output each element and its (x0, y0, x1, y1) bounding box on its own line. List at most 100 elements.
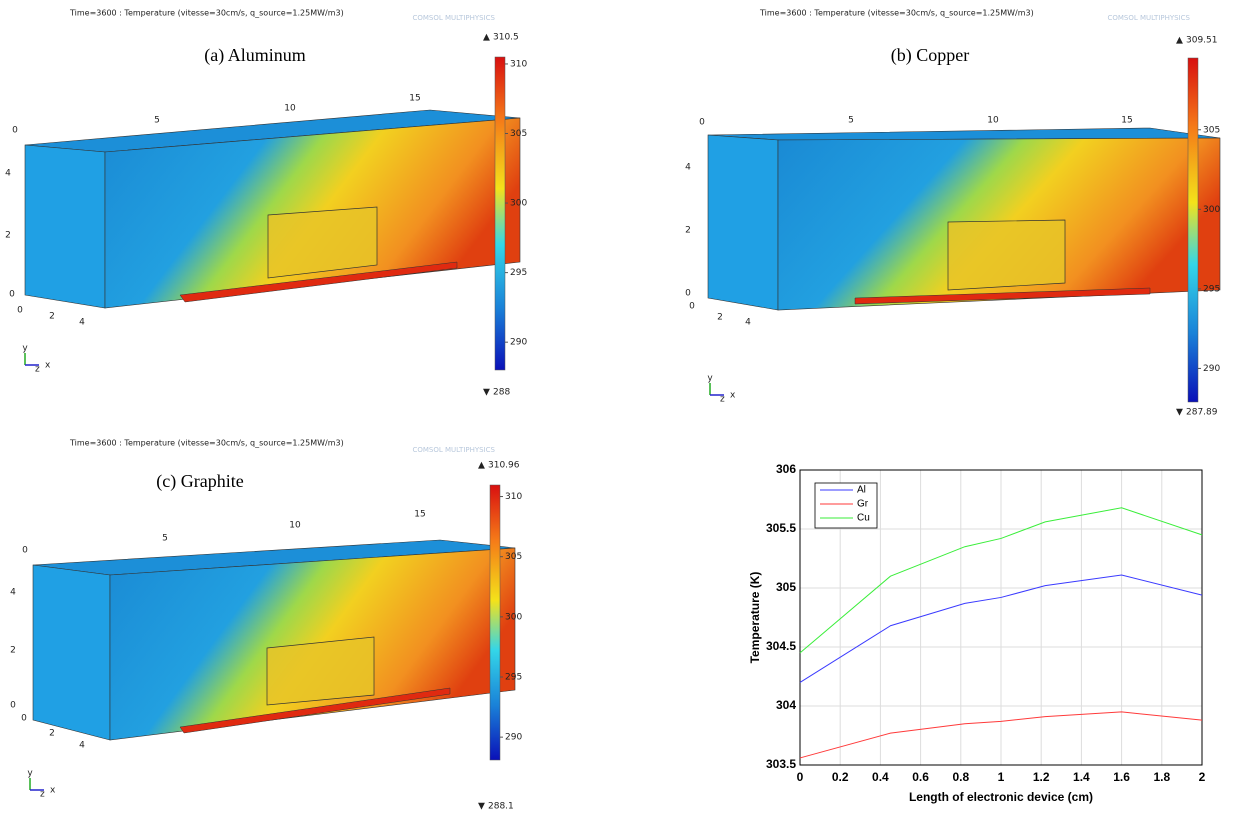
colorbar-tick-label: 310 (505, 492, 522, 502)
triad-label: y (22, 344, 28, 354)
x-axis-label: 10 (987, 116, 999, 126)
box-left (707, 134, 779, 311)
box-left (24, 144, 106, 309)
device (267, 206, 378, 279)
triad-label: z (720, 395, 725, 405)
z-axis-label: 2 (717, 313, 723, 323)
x-axis-label: 0 (22, 546, 28, 556)
colorbar-tick-label: 310 (510, 59, 527, 69)
panel-header: Time=3600 : Temperature (vitesse=30cm/s,… (69, 439, 344, 448)
y-tick-label: 303.5 (766, 757, 796, 771)
z-axis-label: 4 (745, 318, 751, 328)
z-axis-label: 4 (79, 318, 85, 328)
triad-label: z (40, 790, 45, 800)
colorbar-arrow: ▼ (483, 388, 490, 398)
colorbar-tick-label: 295 (510, 268, 527, 278)
colorbar-tick-label: 290 (505, 733, 522, 743)
series-line (799, 507, 1203, 654)
triad-label: y (27, 769, 33, 779)
series-line (799, 574, 1203, 683)
x-axis-label: 10 (289, 521, 301, 531)
y-axis-title: Temperature (K) (748, 572, 762, 664)
colorbar-arrow: ▲ (478, 461, 485, 471)
panel-header: Time=3600 : Temperature (vitesse=30cm/s,… (759, 9, 1034, 18)
z-axis-label: 0 (17, 306, 23, 316)
colorbar-tick-label: 295 (505, 672, 522, 682)
colorbar-arrow: ▲ (483, 33, 490, 43)
x-axis-label: 5 (162, 534, 168, 544)
z-axis-label: 0 (689, 302, 695, 312)
plot-frame (799, 469, 1203, 766)
z-axis-label: 2 (49, 312, 55, 322)
panel-header: Time=3600 : Temperature (vitesse=30cm/s,… (69, 9, 344, 18)
panel-caption: (b) Copper (891, 45, 969, 66)
x-tick-label: 0.4 (872, 770, 889, 784)
triad-label: x (50, 786, 56, 796)
y-axis-label: 0 (9, 290, 15, 300)
heat-strip (179, 261, 458, 303)
line-chart: 0 0.2 0.4 0.6 0.8 1 1.2 1.4 1.6 1.8 2 303.5 304 304.5… (748, 462, 1205, 804)
y-axis-label: 2 (685, 226, 691, 236)
logo: COMSOL MULTIPHYSICS (412, 446, 495, 454)
x-axis-label: 0 (699, 118, 705, 128)
panel-caption: (c) Graphite (156, 471, 243, 492)
y-axis-label: 4 (685, 163, 691, 173)
triad-label: y (707, 374, 713, 384)
colorbar-arrow: ▼ (478, 802, 485, 812)
colorbar-tick-label: 290 (510, 338, 527, 348)
x-tick-label: 2 (1199, 770, 1206, 784)
x-axis-label: 5 (848, 116, 854, 126)
colorbar (1187, 57, 1199, 403)
y-tick-label: 305 (776, 580, 796, 594)
colorbar-min: 288.1 (488, 802, 514, 812)
colorbar-tick-label: 300 (1203, 205, 1220, 215)
legend-label: Al (857, 485, 866, 496)
x-tick-label: 1 (998, 770, 1005, 784)
y-tick-label: 305.5 (766, 521, 796, 535)
y-axis-label: 4 (5, 169, 11, 179)
heat-strip (179, 687, 451, 734)
logo: COMSOL MULTIPHYSICS (1107, 14, 1190, 22)
y-axis-label: 2 (10, 646, 16, 656)
colorbar (494, 56, 506, 371)
y-axis-label: 2 (5, 231, 11, 241)
triad-label: z (35, 365, 40, 375)
x-axis-label: 15 (409, 94, 420, 104)
colorbar (489, 484, 501, 761)
y-tick-label: 304.5 (766, 639, 796, 653)
logo: COMSOL MULTIPHYSICS (412, 14, 495, 22)
device (947, 219, 1066, 291)
legend-label: Gr (857, 499, 869, 510)
triad-label: x (730, 391, 736, 401)
y-tick-label: 304 (776, 698, 796, 712)
colorbar-arrow: ▼ (1176, 408, 1183, 418)
x-tick-label: 1.8 (1153, 770, 1170, 784)
colorbar-tick-label: 300 (510, 199, 527, 209)
colorbar-arrow: ▲ (1176, 36, 1183, 46)
series-line (799, 711, 1203, 759)
colorbar-max: 309.51 (1186, 36, 1218, 46)
x-tick-label: 1.4 (1073, 770, 1090, 784)
colorbar-max: 310.96 (488, 461, 520, 471)
device (266, 636, 375, 706)
x-axis-label: 0 (12, 126, 18, 136)
colorbar-max: 310.5 (493, 33, 519, 43)
colorbar-tick-label: 305 (505, 552, 522, 562)
x-axis-label: 5 (154, 116, 160, 126)
y-axis-label: 0 (685, 289, 691, 299)
x-tick-label: 1.2 (1033, 770, 1050, 784)
comsol-panel: Time=3600 : Temperature (vitesse=30cm/s,… (685, 9, 1220, 418)
z-axis-label: 0 (21, 714, 27, 724)
x-tick-label: 0.2 (832, 770, 849, 784)
legend-label: Cu (857, 513, 870, 524)
colorbar-tick-label: 295 (1203, 284, 1220, 294)
comsol-panel: Time=3600 : Temperature (vitesse=30cm/s,… (5, 9, 527, 398)
x-tick-label: 0 (797, 770, 804, 784)
panel-caption: (a) Aluminum (204, 45, 306, 66)
y-tick-label: 306 (776, 462, 796, 476)
x-tick-label: 0.6 (912, 770, 929, 784)
x-axis-label: 10 (284, 104, 296, 114)
y-axis-label: 0 (10, 701, 16, 711)
x-axis-title: Length of electronic device (cm) (909, 790, 1093, 804)
x-axis-label: 15 (1121, 116, 1132, 126)
